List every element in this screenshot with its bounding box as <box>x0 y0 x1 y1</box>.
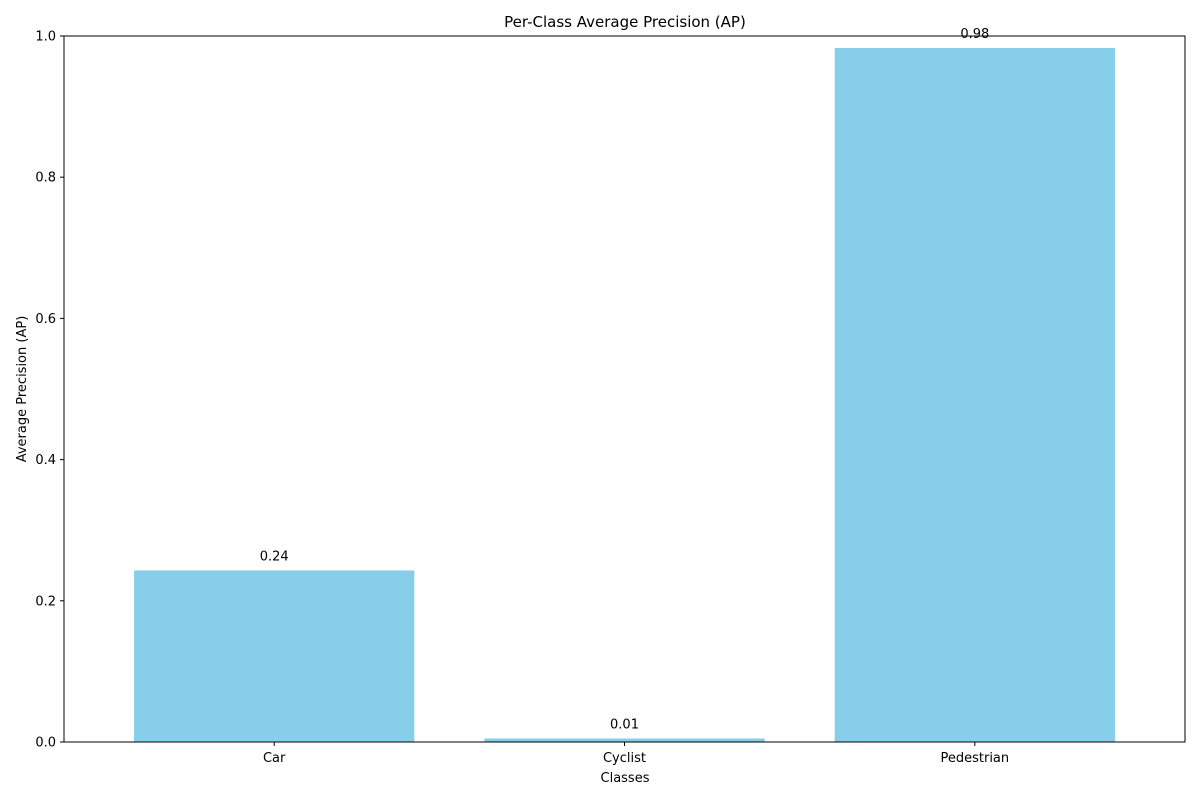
bar-car <box>134 570 415 742</box>
y-tick-label: 0.6 <box>35 312 56 327</box>
axes-layer: Car Cyclist Pedestrian 0.0 0.2 0.4 0.6 0.8 1.0 <box>35 30 1186 766</box>
y-axis-label: Average Precision (AP) <box>15 316 30 463</box>
bar-cyclist <box>484 738 765 742</box>
x-tick-label: Car <box>263 751 286 766</box>
chart-title: Per-Class Average Precision (AP) <box>504 13 746 31</box>
data-label-cyclist: 0.01 <box>610 717 639 732</box>
y-tick-label: 0.2 <box>35 594 56 609</box>
y-tick-label: 0.4 <box>35 453 56 468</box>
data-label-pedestrian: 0.98 <box>960 27 989 42</box>
bars-layer: 0.24 0.01 0.98 <box>134 27 1115 742</box>
y-tick-label: 0.8 <box>35 171 56 186</box>
plot-frame <box>63 35 1186 743</box>
y-tick-label: 1.0 <box>35 30 56 45</box>
data-label-car: 0.24 <box>260 549 289 564</box>
x-tick-label: Pedestrian <box>940 751 1009 766</box>
y-tick-label: 0.0 <box>35 736 56 751</box>
bar-pedestrian <box>834 48 1115 742</box>
x-tick-label: Cyclist <box>603 751 646 766</box>
x-axis-label: Classes <box>601 771 650 786</box>
